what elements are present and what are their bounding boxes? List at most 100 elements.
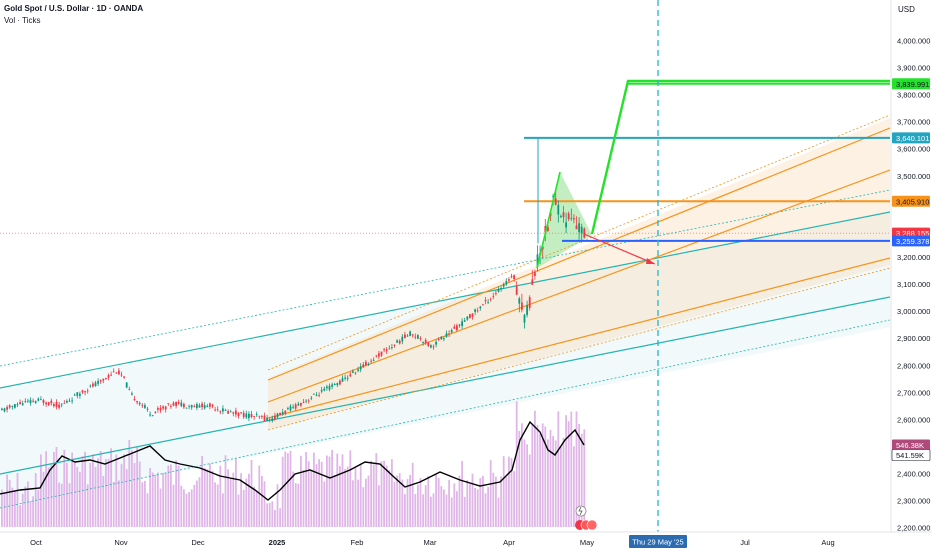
volume-bar (14, 490, 16, 527)
candle-body (583, 228, 586, 238)
candle-body (118, 370, 120, 375)
volume-bar (180, 485, 183, 527)
volume-label-badge (892, 439, 930, 451)
volume-bar (73, 461, 76, 527)
volume-indicator-label[interactable]: Vol · Ticks (4, 16, 41, 25)
volume-bar (242, 489, 245, 527)
candle-body (570, 218, 573, 219)
candle-body (58, 404, 60, 408)
candle-body (575, 225, 578, 230)
volume-bar (60, 483, 63, 527)
volume-bar (185, 493, 188, 527)
candle-body (115, 372, 118, 374)
volume-bar (549, 430, 552, 527)
candle-body (60, 404, 63, 406)
candle-body (193, 406, 196, 407)
candle-body (50, 400, 53, 404)
volume-bar (136, 446, 138, 527)
price-tick-label: 2,300.000 (897, 497, 930, 506)
volume-bar (34, 473, 37, 527)
volume-bar (214, 482, 216, 527)
price-tick-label: 3,600.000 (897, 145, 930, 154)
volume-bar (149, 468, 151, 527)
price-label-text: 3,640.101 (896, 134, 929, 143)
volume-bar (21, 493, 24, 527)
volume-bar (534, 410, 536, 527)
candle-body (385, 349, 388, 352)
candle-body (211, 404, 214, 407)
candle-body (528, 297, 531, 308)
price-tick-label: 2,900.000 (897, 334, 930, 343)
candle-body (248, 413, 250, 419)
candle-body (68, 400, 71, 402)
candle-body (216, 409, 219, 411)
candle-body (367, 364, 370, 365)
candle-body (378, 353, 380, 357)
volume-bar (118, 480, 120, 527)
candle-body (141, 405, 144, 406)
symbol-title[interactable]: Gold Spot / U.S. Dollar · 1D · OANDA (4, 4, 144, 13)
candle-body (37, 398, 40, 401)
price-label-text: 3,839.991 (896, 80, 929, 89)
candle-body (427, 342, 430, 346)
volume-bar (237, 494, 240, 527)
time-tick-label: 2025 (269, 538, 286, 547)
candle-body (560, 216, 562, 218)
volume-bar (497, 497, 500, 527)
volume-bar (313, 452, 315, 527)
volume-bar (29, 501, 32, 527)
candle-body (500, 288, 502, 290)
volume-bar (365, 478, 367, 527)
candle-body (227, 411, 229, 414)
volume-bar (458, 475, 461, 527)
volume-bar (547, 439, 549, 527)
volume-bar (440, 486, 443, 527)
volume-bar (183, 489, 185, 527)
volume-bar (484, 493, 487, 527)
volume-bar (557, 411, 560, 527)
volume-bar (42, 471, 45, 527)
candle-body (177, 401, 180, 404)
candle-body (287, 408, 289, 409)
volume-bar (385, 465, 388, 527)
volume-bar (375, 453, 378, 527)
candle-body (172, 402, 175, 406)
volume-bar (177, 465, 180, 527)
candle-body (201, 403, 203, 408)
candle-body (16, 404, 19, 406)
volume-bar (250, 460, 253, 527)
volume-bar (79, 471, 81, 527)
volume-bar (128, 440, 131, 527)
candle-body (479, 306, 482, 309)
candle-body (383, 349, 385, 351)
volume-bar (11, 487, 14, 527)
volume-bar (479, 478, 482, 527)
volume-bar (144, 480, 146, 527)
price-tick-label: 2,400.000 (897, 470, 930, 479)
volume-bar (489, 460, 492, 527)
candle-body (445, 333, 448, 337)
volume-bar (216, 484, 219, 527)
volume-bar (372, 464, 375, 527)
candle-body (458, 324, 461, 326)
volume-bar (307, 461, 310, 527)
volume-bar (102, 475, 105, 527)
candle-body (336, 383, 339, 385)
volume-moving-average (0, 420, 585, 501)
volume-bar (138, 461, 141, 527)
volume-bar (201, 456, 203, 527)
volume-bar (110, 448, 112, 527)
volume-bar (92, 454, 94, 527)
time-axis[interactable]: Oct Nov Dec 2025 Feb Mar Apr May Jul Aug Thu 29 Ma… (0, 531, 932, 548)
candle-body (261, 416, 263, 417)
candle-body (508, 279, 510, 281)
volume-bar (409, 474, 411, 527)
candle-body (294, 404, 297, 409)
candle-body (515, 286, 518, 295)
candle-body (417, 335, 419, 339)
volume-bar (53, 452, 55, 527)
volume-bar (58, 482, 60, 527)
volume-bar (552, 436, 554, 527)
candle-body (453, 326, 456, 329)
